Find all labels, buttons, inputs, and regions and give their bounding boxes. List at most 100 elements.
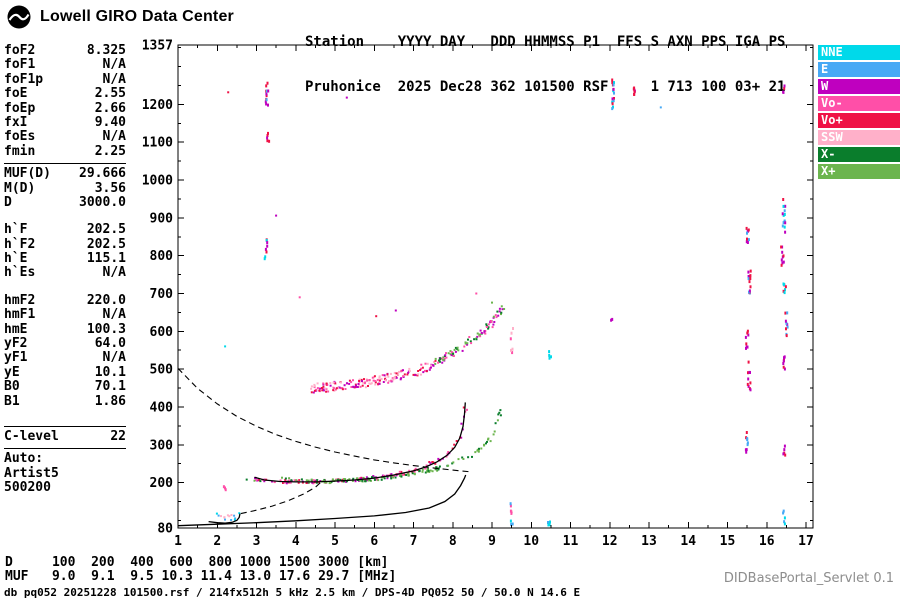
param-label: foEp (4, 100, 36, 116)
x-tick-label: 7 (410, 534, 418, 549)
param-label: h`Es (4, 265, 36, 281)
param-label: foF1p (4, 71, 44, 87)
legend-item-nne: NNE (818, 45, 900, 60)
param-row-fof1p: foF1p N/A (4, 71, 126, 87)
param-value: N/A (102, 350, 126, 366)
param-label: foE (4, 86, 28, 102)
param-value: 1.86 (94, 393, 126, 409)
y-tick-label: 800 (150, 249, 174, 264)
param-value: 202.5 (86, 236, 126, 252)
param-label: fmin (4, 143, 36, 159)
line-true-height-profile (177, 474, 467, 527)
line-e-f-link (240, 481, 323, 515)
x-tick-label: 13 (641, 534, 657, 549)
legend-item-vo: Vo- (818, 96, 900, 111)
x-tick-label: 6 (370, 534, 378, 549)
param-label: MUF(D) (4, 166, 51, 182)
param-label: foEs (4, 129, 36, 145)
y-tick-label: 1200 (142, 98, 173, 113)
line-f-trace-autoscaled (254, 402, 466, 483)
param-label: Auto: (4, 451, 44, 467)
station-header-columns: Station YYYY DAY DDD HHMMSS P1 FFS S AXN… (305, 34, 786, 50)
y-tick-label: 300 (150, 438, 174, 453)
param-label: 500200 (4, 480, 51, 496)
param-row-fof1: foF1 N/A (4, 57, 126, 73)
param-label: D (4, 194, 12, 210)
lowell-logo-icon (7, 5, 31, 29)
param-label: yF2 (4, 336, 28, 352)
param-label: foF1 (4, 57, 36, 73)
param-row-auto: Auto: (4, 451, 126, 467)
param-row-yf2: yF2 64.0 (4, 336, 126, 352)
param-row-b0: B0 70.1 (4, 379, 126, 395)
x-tick-label: 17 (798, 534, 814, 549)
param-value: 2.66 (94, 100, 126, 116)
param-row-fmin: fmin 2.25 (4, 143, 126, 159)
plot-axes: 1 2 3 4 5 6 7 8 9 10 11 12 13 14 15 16 17802003004005006… (142, 39, 814, 550)
legend-item-x: X+ (818, 164, 900, 179)
y-tick-label: 1100 (142, 136, 173, 151)
y-tick-label: 1357 (142, 39, 173, 54)
y-tick-label: 400 (150, 400, 174, 415)
y-tick-label: 1000 (142, 174, 173, 189)
param-value: 64.0 (94, 336, 126, 352)
param-separator (4, 163, 126, 165)
param-row-hmf2: hmF2 220.0 (4, 292, 126, 308)
param-value: 115.1 (86, 251, 126, 267)
param-separator (4, 448, 126, 450)
param-row-ye: yE 10.1 (4, 365, 126, 380)
param-row-500200: 500200 (4, 480, 126, 496)
param-label: hmF2 (4, 292, 36, 308)
legend-item-w: W (818, 79, 900, 94)
y-tick-label: 80 (157, 522, 173, 537)
param-row-fxi: fxI 9.40 (4, 115, 126, 130)
param-label: h`E (4, 251, 28, 267)
muf-row: MUF 9.0 9.1 9.5 10.3 11.4 13.0 17.6 29.7… (5, 569, 397, 584)
plot-border (177, 44, 814, 529)
param-row-he: h`E 115.1 (4, 251, 126, 267)
param-label: h`F (4, 222, 28, 238)
param-value: 70.1 (94, 379, 126, 395)
x-tick-label: 4 (292, 534, 300, 549)
station-header: Station YYYY DAY DDD HHMMSS P1 FFS S AXN… (305, 5, 785, 125)
param-label: yF1 (4, 350, 28, 366)
param-value: 100.3 (86, 321, 126, 337)
param-row-hes: h`Es N/A (4, 265, 126, 281)
measurement-info-line: db pq052 20251228 101500.rsf / 214fx512h… (4, 586, 581, 599)
param-value: N/A (102, 57, 126, 73)
y-tick-label: 600 (150, 325, 174, 340)
param-value: 2.55 (94, 86, 126, 102)
x-tick-label: 1 (174, 534, 182, 549)
ionogram-echo-dots (215, 78, 789, 527)
param-label: M(D) (4, 180, 36, 196)
param-separator (4, 425, 126, 427)
param-value: 2.25 (94, 143, 126, 159)
param-value: N/A (102, 129, 126, 145)
legend-item-vo: Vo+ (818, 113, 900, 128)
x-tick-label: 5 (331, 534, 339, 549)
param-row-hf2: h`F2 202.5 (4, 236, 126, 252)
y-tick-label: 700 (150, 287, 174, 302)
param-label: C-level (4, 428, 59, 444)
x-tick-label: 3 (253, 534, 261, 549)
param-row-yf1: yF1 N/A (4, 350, 126, 366)
x-tick-label: 12 (602, 534, 618, 549)
x-tick-label: 2 (213, 534, 221, 549)
parameter-panel: foF2 8.325 foF1 N/A foF1p N/A foE 2.55 foEp 2.66 f… (4, 43, 126, 496)
param-value: 8.325 (86, 43, 126, 58)
param-row-fof2: foF2 8.325 (4, 43, 126, 58)
y-tick-label: 500 (150, 363, 174, 378)
param-label: hmE (4, 321, 28, 337)
echo-type-legend: NNE E W Vo- Vo+ SSW X- X+ (818, 45, 900, 181)
param-label: hmF1 (4, 307, 36, 323)
param-row-artist5: Artist5 (4, 466, 126, 481)
servlet-version-label: DIDBasePortal_Servlet 0.1 (723, 571, 894, 586)
legend-item-x: X- (818, 147, 900, 162)
y-tick-label: 200 (150, 476, 174, 491)
brand-title: Lowell GIRO Data Center (40, 8, 234, 25)
line-transmission-curve-3000km (177, 368, 473, 473)
station-header-values: Pruhonice 2025 Dec28 362 101500 RSF 1 71… (305, 79, 786, 95)
param-row-foep: foEp 2.66 (4, 100, 126, 116)
x-tick-label: 10 (523, 534, 539, 549)
